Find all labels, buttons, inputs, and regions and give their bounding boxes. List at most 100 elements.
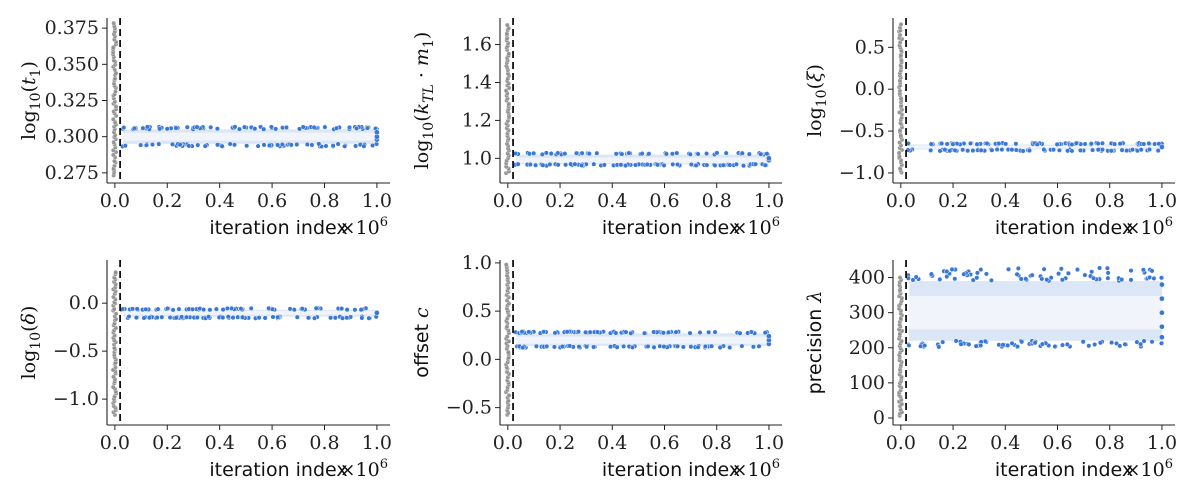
trace-point: [531, 150, 537, 156]
x-tick-label: 0.6: [257, 432, 287, 454]
y-tick-label: 1.4: [462, 71, 492, 93]
trace-core: [909, 295, 1162, 330]
burnin-samples: [503, 262, 512, 418]
trace-point: [122, 143, 128, 149]
trace-point: [1149, 339, 1155, 345]
x-axis-multiplier: ×106: [732, 457, 780, 481]
trace-point: [354, 125, 360, 131]
trace-point: [587, 329, 593, 335]
trace-point: [591, 344, 597, 350]
trace-point: [693, 162, 699, 168]
trace-point: [996, 141, 1002, 147]
trace-point: [126, 314, 132, 320]
trace-point: [688, 161, 694, 168]
trace-point: [965, 148, 971, 154]
trace-point: [1097, 340, 1103, 346]
trace-point: [695, 151, 701, 157]
trace-point: [695, 344, 701, 350]
trace-point: [756, 343, 762, 349]
trace-point: [275, 142, 281, 148]
x-axis-label: iteration index: [995, 217, 1133, 239]
trace-point: [1039, 276, 1045, 282]
trace-point: [697, 329, 703, 336]
burnin-point: [503, 262, 509, 268]
x-tick-label: 0.8: [309, 432, 339, 454]
burnin-point: [111, 20, 117, 26]
trace-point: [1065, 148, 1071, 154]
x-tick-label: 0.6: [1042, 432, 1072, 454]
trace-point: [214, 142, 221, 148]
trace-point: [1050, 147, 1057, 153]
trace-point: [978, 342, 984, 349]
trace-point: [1105, 270, 1111, 276]
x-axis-multiplier: ×106: [1125, 457, 1173, 481]
x-axis-label: iteration index: [209, 459, 347, 481]
x-axis-label: iteration index: [995, 459, 1133, 481]
y-tick-label: −0.5: [53, 340, 99, 362]
trace-point: [1138, 147, 1144, 153]
trace-point: [687, 330, 693, 336]
y-tick-label: 0.0: [69, 292, 99, 314]
trace-point: [519, 329, 525, 335]
burnin-samples: [896, 275, 905, 419]
trace-point: [527, 161, 533, 168]
trace-point: [687, 151, 693, 157]
trace-point: [1109, 340, 1115, 346]
trace-point: [928, 147, 934, 153]
trace-point: [339, 306, 345, 312]
trace-point: [673, 329, 679, 335]
trace-panel-precision: 0.0 0.2 0.4 0.6 0.8 1.0 0 100 200 300 400 iteration…: [804, 260, 1177, 481]
trace-point: [1089, 269, 1095, 275]
x-tick-label: 0.6: [257, 190, 287, 212]
trace-point: [1013, 147, 1019, 153]
trace-point: [645, 343, 651, 349]
trace-point: [745, 330, 751, 336]
trace-point: [1141, 141, 1147, 147]
trace-point: [632, 162, 639, 168]
trace-point: [252, 126, 258, 132]
burnin-point: [898, 21, 904, 27]
trace-point: [1019, 339, 1025, 345]
x-tick-label: 1.0: [362, 190, 392, 212]
trace-point: [543, 150, 549, 156]
trace-point: [515, 161, 521, 167]
trace-point: [194, 314, 200, 321]
x-tick-label: 0.2: [938, 432, 968, 454]
trace-point: [626, 150, 632, 156]
trace-point: [154, 314, 160, 321]
y-tick-label: 0.0: [462, 348, 492, 370]
x-axis-multiplier: ×106: [732, 215, 780, 239]
trace-point: [1029, 272, 1035, 278]
trace-point: [1059, 342, 1066, 348]
trace-point: [762, 162, 768, 168]
x-axis-label: iteration index: [209, 217, 347, 239]
trace-point: [244, 143, 250, 149]
trace-point: [224, 305, 230, 311]
trace-point: [702, 343, 708, 349]
trace-point: [576, 344, 582, 350]
trace-point: [928, 141, 934, 147]
trace-point: [614, 344, 620, 350]
trace-point: [279, 141, 285, 148]
x-tick-label: 0.0: [886, 432, 916, 454]
trace-point: [1074, 267, 1080, 273]
trace-point: [366, 315, 372, 321]
trace-point: [526, 151, 532, 157]
trace-point: [936, 344, 942, 350]
trace-point: [1052, 343, 1058, 350]
y-tick-label: −1.0: [53, 388, 99, 410]
trace-point: [129, 306, 136, 312]
trace-point: [1099, 147, 1105, 153]
x-axis-multiplier: ×106: [340, 457, 388, 481]
trace-point: [1080, 339, 1086, 345]
final-sample-point: [1159, 323, 1165, 330]
trace-point: [675, 343, 681, 349]
x-tick-label: 0.8: [309, 190, 339, 212]
trace-point: [1026, 148, 1033, 154]
trace-point: [231, 142, 238, 148]
trace-point: [364, 125, 371, 131]
y-axis-label: log10(δ): [18, 306, 44, 380]
x-tick-label: 0.8: [702, 190, 732, 212]
trace-point: [621, 343, 627, 349]
y-tick-label: 0.5: [462, 300, 492, 322]
